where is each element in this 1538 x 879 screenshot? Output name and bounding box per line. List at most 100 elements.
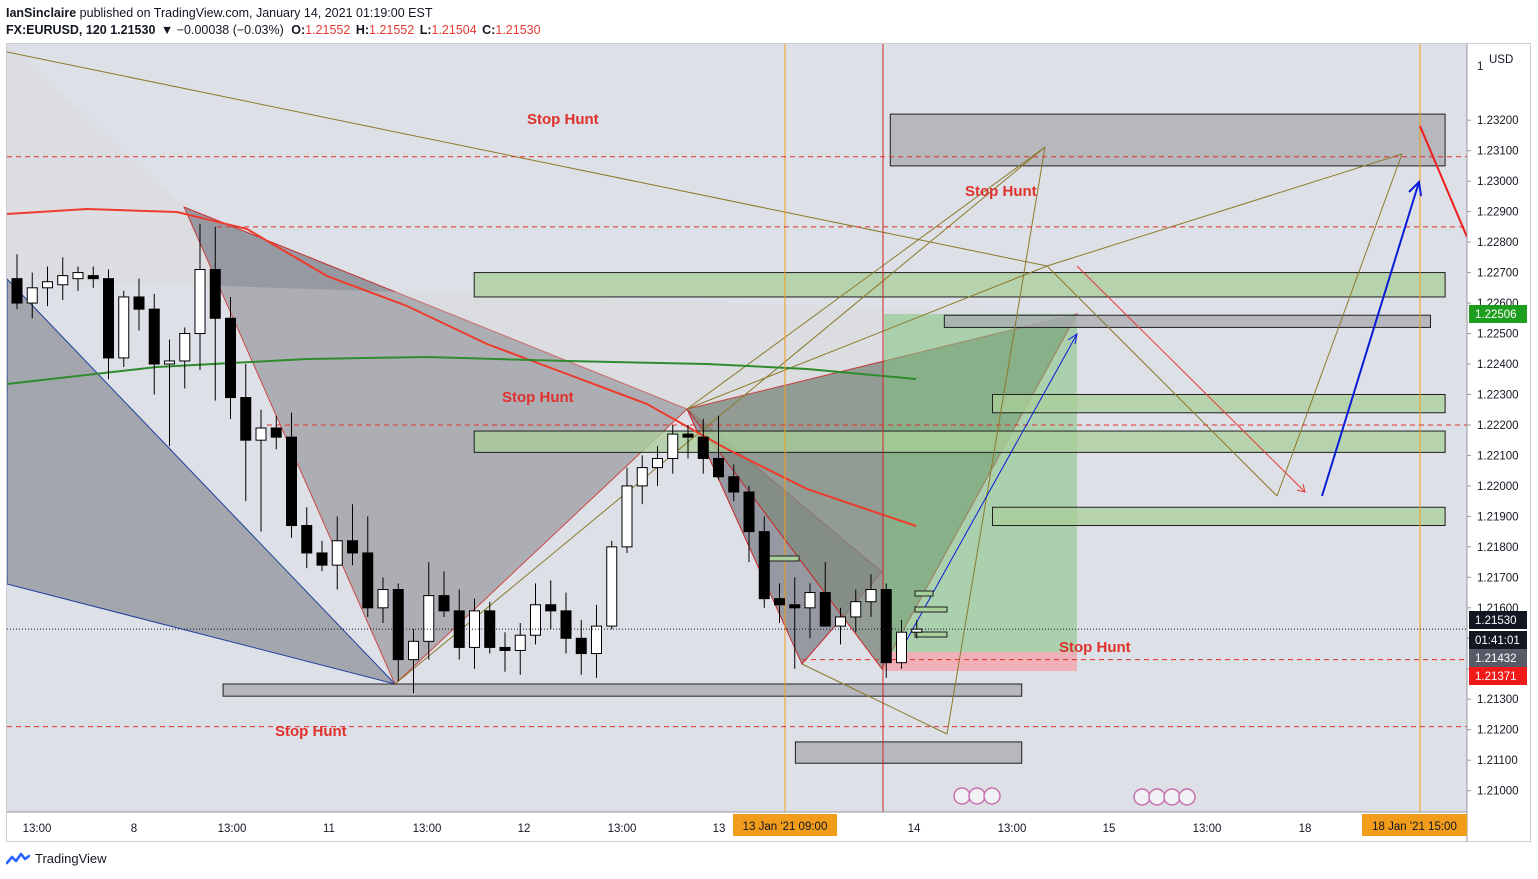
candle-body — [499, 646, 511, 651]
candle-body — [667, 433, 679, 459]
x-tick-label: 13 — [713, 823, 726, 835]
x-tick-label: 15 — [1103, 823, 1116, 835]
candle-body — [865, 589, 877, 603]
pattern-line-8 — [686, 265, 1048, 410]
candle — [774, 583, 785, 624]
x-tick-label: 13:00 — [23, 823, 52, 835]
candle — [423, 562, 435, 660]
candle — [530, 583, 541, 645]
candle-body — [331, 540, 343, 566]
candle — [164, 339, 175, 447]
candle — [301, 507, 313, 569]
long-position-stop — [884, 652, 1077, 671]
publisher-line: IanSinclaire published on TradingView.co… — [6, 5, 543, 22]
event-flag-icon[interactable] — [968, 787, 986, 805]
long-position-profit — [884, 314, 1077, 652]
candle — [240, 364, 252, 502]
x-highlight-bg — [1362, 814, 1467, 836]
pattern-line-4 — [394, 146, 1046, 685]
candle-body — [209, 269, 221, 319]
y-tick-label: 1.23100 — [1477, 146, 1519, 158]
mini-zone-1 — [914, 590, 934, 597]
chart-svg[interactable]: Stop Hunt Stop Hunt Stop Hunt Stop Hunt Stop… — [7, 44, 1530, 841]
chart-header: IanSinclaire published on TradingView.co… — [6, 5, 543, 39]
candle — [850, 589, 862, 633]
candle-body — [758, 531, 770, 600]
x-tick-label: 14 — [908, 823, 921, 835]
candle-body — [835, 616, 846, 627]
candle — [57, 257, 69, 300]
candle-body — [850, 601, 862, 618]
candle — [286, 412, 297, 538]
candle-body — [591, 625, 602, 655]
candle — [621, 467, 633, 553]
candle-body — [606, 546, 618, 627]
tradingview-logo-icon[interactable] — [6, 852, 30, 866]
candle-body — [316, 552, 328, 566]
candle — [194, 223, 206, 371]
x-tick-label: 8 — [131, 823, 137, 835]
event-flag-icon[interactable] — [953, 787, 971, 805]
pattern-line-0 — [7, 51, 1048, 267]
candle-body — [438, 595, 450, 612]
y-tick-label: 1.21300 — [1477, 694, 1519, 706]
candle — [133, 278, 145, 331]
event-flag-icon[interactable] — [1163, 788, 1181, 806]
candle — [438, 571, 450, 617]
candle-body — [148, 308, 160, 365]
y-tick-label: 1.22400 — [1477, 359, 1519, 371]
price-label-bg — [1469, 649, 1527, 667]
x-highlight-label: 13 Jan '21 09:00 — [743, 821, 828, 833]
candle — [865, 574, 877, 617]
mini-zone-2 — [914, 606, 948, 613]
candles — [11, 223, 923, 694]
stop-hunt-label-2: Stop Hunt — [502, 389, 574, 406]
price-label-text: 01:41:01 — [1475, 635, 1520, 647]
candle — [560, 592, 572, 654]
event-flag-icon[interactable] — [1133, 788, 1151, 806]
price-labels: 1.22506 1.21530 01:41:01 1.21432 1.21371 — [1469, 305, 1527, 685]
low-value: 1.21504 — [431, 23, 477, 37]
publisher-info: published on TradingView.com, January 14… — [79, 6, 433, 20]
pattern-line-6 — [801, 663, 948, 735]
zone-green-1 — [473, 272, 1446, 298]
pattern-triangle-left — [7, 278, 397, 685]
candle-body — [575, 637, 587, 655]
x-tick-label: 13:00 — [1193, 823, 1222, 835]
candle — [499, 632, 511, 672]
price-label-text: 1.22506 — [1475, 309, 1517, 321]
chart-container[interactable]: Stop Hunt Stop Hunt Stop Hunt Stop Hunt Stop… — [6, 43, 1531, 842]
candle — [575, 620, 587, 675]
projection-blue-thin-head — [1067, 332, 1078, 345]
candle-body — [347, 540, 358, 554]
price-label-bg — [1469, 667, 1527, 685]
price-change-text: ▼ −0.00038 (−0.03%) — [160, 23, 284, 37]
y-axis-currency: USD — [1489, 54, 1513, 66]
footer-brand[interactable]: TradingView — [35, 851, 107, 866]
candle-body — [57, 275, 69, 286]
symbol-name[interactable]: FX:EURUSD, 120 — [6, 23, 107, 37]
publisher-user[interactable]: IanSinclaire — [6, 6, 77, 20]
candle-body — [896, 631, 907, 664]
candle-body — [133, 296, 145, 310]
candle — [880, 583, 892, 678]
event-flag-icon[interactable] — [983, 787, 1001, 805]
candle — [72, 266, 84, 291]
candle — [667, 424, 679, 474]
candle-body — [362, 552, 374, 609]
candle-body — [103, 278, 114, 359]
candle — [179, 327, 191, 389]
candle-body — [819, 592, 831, 627]
price-label-text: 1.21530 — [1475, 615, 1517, 627]
x-tick-label: 13:00 — [608, 823, 637, 835]
high-value: 1.21552 — [369, 23, 415, 37]
economic-events — [953, 787, 1196, 806]
x-tick-label: 13:00 — [998, 823, 1027, 835]
event-flag-icon[interactable] — [1148, 788, 1166, 806]
event-flag-icon[interactable] — [1178, 788, 1196, 806]
projection-blue-thin — [899, 333, 1078, 653]
zone-gray-7 — [794, 741, 1023, 764]
price-label-bg — [1469, 611, 1527, 629]
candle-body — [880, 589, 892, 664]
candle — [377, 577, 389, 624]
